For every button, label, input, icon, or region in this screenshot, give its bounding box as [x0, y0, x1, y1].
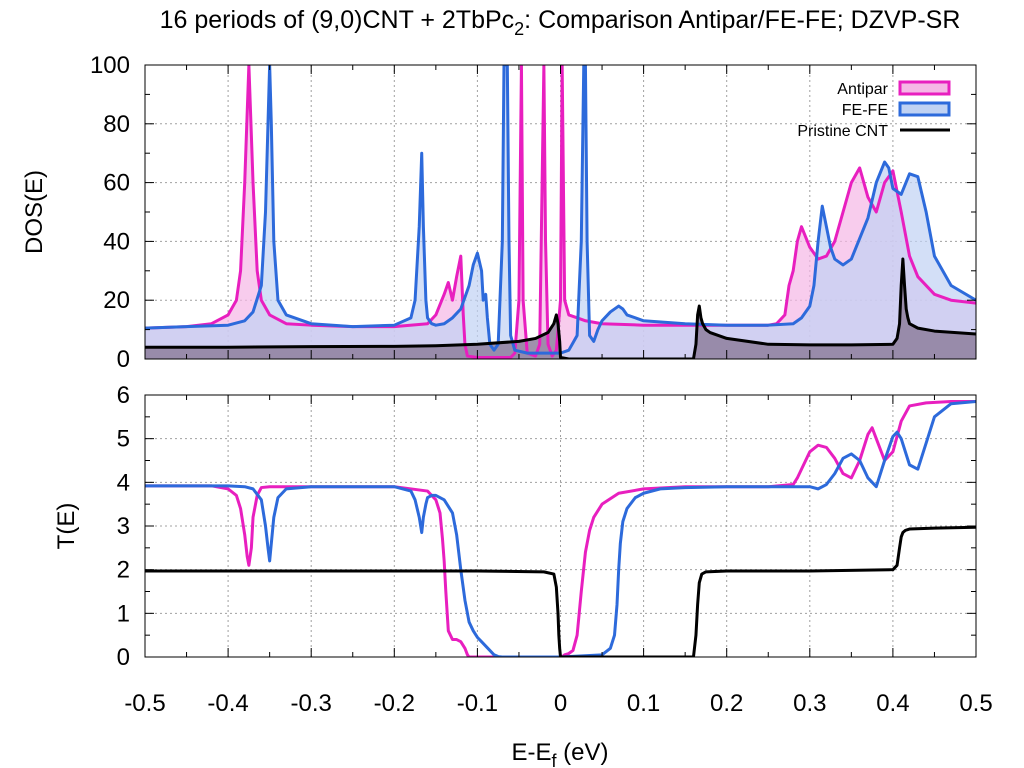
transmission-panel: 0 1 2 3 4 5 6 T(E) — [53, 382, 977, 671]
y-tick-label: 1 — [117, 600, 130, 627]
y-tick-label: 60 — [103, 170, 130, 197]
chart-title-rest: : Comparison Antipar/FE-FE; DZVP-SR — [524, 6, 960, 34]
x-tick-label: 0.5 — [959, 690, 992, 717]
dos-panel: 0 20 40 60 80 100 DOS(E) Antipar FE-FE Pristine… — [21, 52, 977, 373]
x-tick-label: -0.3 — [291, 690, 332, 717]
transmission-grid — [145, 395, 976, 657]
x-tick-label: 0.3 — [793, 690, 826, 717]
x-axis-label: E-Ef (eV) — [511, 739, 608, 768]
y-tick-label: 40 — [103, 228, 130, 255]
y-tick-label: 4 — [117, 469, 130, 496]
x-tick-label: 0.2 — [710, 690, 743, 717]
transmission-y-axis-label: T(E) — [53, 503, 80, 550]
series-line-fe-fe — [145, 65, 976, 355]
dos-legend: Antipar FE-FE Pristine CNT — [797, 80, 951, 140]
legend-swatch-fe-fe — [898, 101, 951, 117]
x-tick-label: -0.1 — [457, 690, 498, 717]
x-axis-label-main: E-E — [511, 739, 551, 766]
chart-title-subscript: 2 — [514, 19, 524, 39]
series-line-antipar — [145, 400, 976, 657]
legend-label-pristine-cnt: Pristine CNT — [797, 123, 888, 140]
legend-swatch-antipar — [898, 80, 951, 96]
y-tick-label: 6 — [117, 382, 130, 409]
chart-title-main: 16 periods of (9,0)CNT + 2TbPc — [160, 6, 515, 34]
transmission-y-tick-labels: 0 1 2 3 4 5 6 — [117, 382, 130, 671]
series-line-fe-fe — [145, 400, 976, 657]
dos-ticks — [144, 64, 977, 360]
chart-title: 16 periods of (9,0)CNT + 2TbPc2: Compari… — [160, 6, 961, 39]
x-tick-label: 0 — [554, 690, 567, 717]
area-fe-fe — [145, 65, 976, 359]
dos-lines — [145, 65, 976, 359]
y-tick-label: 100 — [90, 52, 130, 79]
x-tick-label: 0.1 — [627, 690, 660, 717]
dos-y-tick-labels: 0 20 40 60 80 100 — [90, 52, 130, 373]
legend-label-fe-fe: FE-FE — [842, 102, 888, 119]
x-axis-label-rest: (eV) — [557, 739, 609, 766]
x-tick-labels: -0.5 -0.4 -0.3 -0.2 -0.1 0 0.1 0.2 0.3 0.4 0.5 — [124, 690, 992, 717]
x-tick-label: -0.4 — [207, 690, 248, 717]
x-tick-label: -0.5 — [124, 690, 165, 717]
y-tick-label: 80 — [103, 111, 130, 138]
x-tick-label: -0.2 — [374, 690, 415, 717]
transmission-ticks — [144, 394, 977, 658]
y-tick-label: 20 — [103, 287, 130, 314]
area-pristine-cnt — [145, 259, 976, 359]
y-tick-label: 2 — [117, 557, 130, 584]
series-line-pristine-cnt — [145, 257, 976, 359]
y-tick-label: 3 — [117, 513, 130, 540]
transmission-lines — [145, 400, 976, 657]
y-tick-label: 0 — [117, 346, 130, 373]
series-line-antipar — [145, 65, 976, 359]
x-tick-label: 0.4 — [876, 690, 909, 717]
x-axis-label-subscript: f — [551, 751, 557, 768]
dos-y-axis-label: DOS(E) — [21, 170, 48, 254]
y-tick-label: 0 — [117, 644, 130, 671]
y-tick-label: 5 — [117, 426, 130, 453]
legend-label-antipar: Antipar — [837, 81, 888, 98]
series-line-pristine-cnt — [145, 525, 976, 657]
